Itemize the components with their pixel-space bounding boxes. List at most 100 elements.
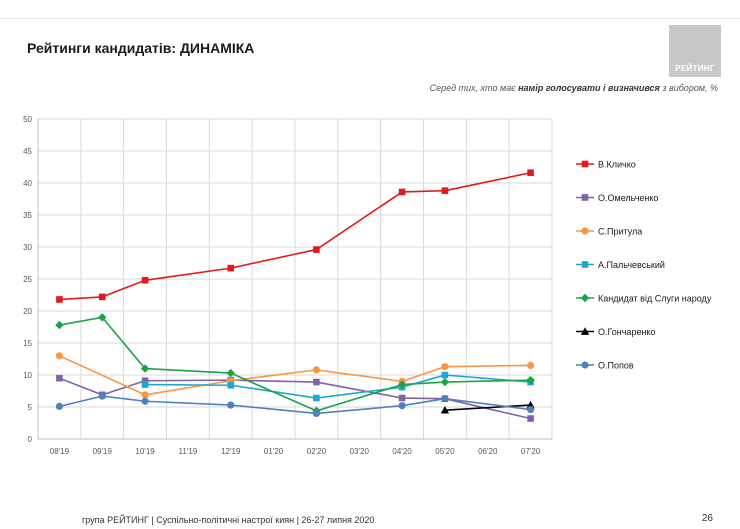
data-point-square: [581, 261, 589, 268]
legend-label: О.Омельченко: [598, 193, 658, 203]
x-tick-label: 01'20: [264, 447, 284, 456]
chart-series: [55, 169, 535, 422]
series-line: [59, 395, 531, 415]
data-point-triangle: [526, 400, 535, 409]
data-point-triangle: [440, 406, 450, 414]
data-point-square: [227, 381, 235, 389]
x-tick-label: 02'20: [307, 447, 327, 456]
page-title: Рейтинги кандидатів: ДИНАМІКА: [27, 40, 255, 56]
y-tick-label: 50: [23, 115, 32, 124]
x-tick-label: 10'19: [135, 447, 155, 456]
brand-logo: РЕЙТИНГ: [669, 25, 721, 77]
data-point-diamond: [98, 313, 107, 322]
data-point-square: [98, 293, 106, 301]
data-point-diamond: [226, 368, 235, 378]
data-point-circle: [55, 402, 64, 410]
data-point-square: [581, 194, 589, 201]
footer-text: група РЕЙТИНГ | Суспільно-політичні наст…: [82, 515, 375, 525]
series-6: [55, 392, 535, 417]
data-point-square: [581, 160, 589, 168]
series-5: [440, 400, 535, 414]
legend-label: Кандидат від Слуги народу: [598, 294, 712, 304]
series-line: [444, 404, 531, 411]
series-line: [59, 171, 531, 301]
data-point-circle: [526, 405, 535, 414]
y-tick-label: 45: [23, 147, 32, 156]
data-point-circle: [227, 401, 235, 409]
series-0: [56, 169, 534, 303]
data-point-diamond: [526, 375, 535, 385]
legend-item: О.Попов: [576, 361, 634, 371]
data-point-square: [527, 169, 534, 177]
data-point-square: [441, 371, 449, 379]
data-point-square: [313, 246, 320, 253]
page-number: 26: [701, 513, 713, 524]
data-point-diamond: [440, 377, 450, 387]
subtitle-emphasis: намір голосувати і визначився: [518, 83, 660, 93]
legend-item: О.Омельченко: [576, 193, 658, 203]
legend-item: С.Притула: [576, 227, 642, 237]
data-point-circle: [98, 392, 106, 400]
data-point-circle: [581, 227, 589, 235]
legend-item: А.Пальчевський: [576, 260, 665, 270]
subtitle-suffix: з вибором, %: [659, 83, 718, 93]
y-tick-label: 30: [23, 243, 32, 252]
chart-legend: В.Кличко О.Омельченко С.Притула А.Пальчевсь…: [576, 160, 712, 371]
subtitle-prefix: Серед тих, хто має: [429, 83, 519, 93]
y-tick-label: 15: [23, 339, 32, 348]
data-point-circle: [441, 363, 449, 371]
x-tick-label: 09'19: [93, 447, 113, 456]
data-point-circle: [55, 352, 64, 360]
series-line: [59, 377, 531, 420]
data-point-square: [313, 394, 320, 402]
data-point-circle: [312, 366, 321, 374]
top-divider: [0, 18, 740, 19]
data-point-square: [527, 415, 534, 422]
legend-label: О.Попов: [598, 361, 634, 371]
data-point-square: [313, 378, 320, 386]
y-tick-label: 10: [23, 371, 32, 380]
data-point-square: [398, 188, 406, 196]
y-tick-label: 5: [28, 403, 33, 412]
data-point-diamond: [397, 380, 407, 389]
x-tick-label: 07'20: [521, 447, 541, 456]
data-point-square: [398, 394, 406, 402]
brand-logo-text: РЕЙТИНГ: [675, 64, 715, 73]
x-tick-label: 11'19: [179, 447, 198, 456]
y-tick-label: 40: [23, 179, 32, 188]
data-point-diamond: [140, 364, 150, 373]
data-point-circle: [141, 391, 149, 399]
data-point-circle: [141, 397, 149, 405]
y-tick-label: 25: [23, 275, 32, 284]
legend-label: А.Пальчевський: [598, 260, 665, 270]
data-point-square: [141, 381, 149, 388]
data-point-triangle: [580, 327, 590, 335]
data-point-circle: [398, 402, 406, 410]
chart-subtitle: Серед тих, хто має намір голосувати і ви…: [430, 83, 718, 93]
series-4: [55, 313, 535, 416]
y-tick-label: 0: [28, 435, 33, 444]
data-point-square: [441, 187, 449, 194]
data-point-circle: [526, 361, 535, 369]
data-point-circle: [441, 395, 449, 403]
data-point-diamond: [55, 320, 64, 330]
data-point-circle: [312, 409, 321, 417]
x-tick-label: 06'20: [478, 447, 498, 456]
y-tick-label: 35: [23, 211, 32, 220]
x-tick-label: 05'20: [435, 447, 455, 456]
data-point-circle: [581, 361, 589, 369]
legend-item: О.Гончаренко: [576, 327, 655, 337]
legend-label: В.Кличко: [598, 160, 636, 170]
data-point-square: [141, 276, 149, 284]
legend-item: В.Кличко: [576, 160, 636, 170]
data-point-square: [56, 296, 63, 303]
x-tick-label: 03'20: [350, 447, 370, 456]
data-point-square: [141, 377, 149, 385]
y-tick-label: 20: [23, 307, 32, 316]
legend-label: С.Притула: [598, 227, 642, 237]
data-point-diamond: [580, 293, 590, 303]
data-point-square: [227, 264, 235, 272]
x-tick-label: 12'19: [221, 447, 241, 456]
